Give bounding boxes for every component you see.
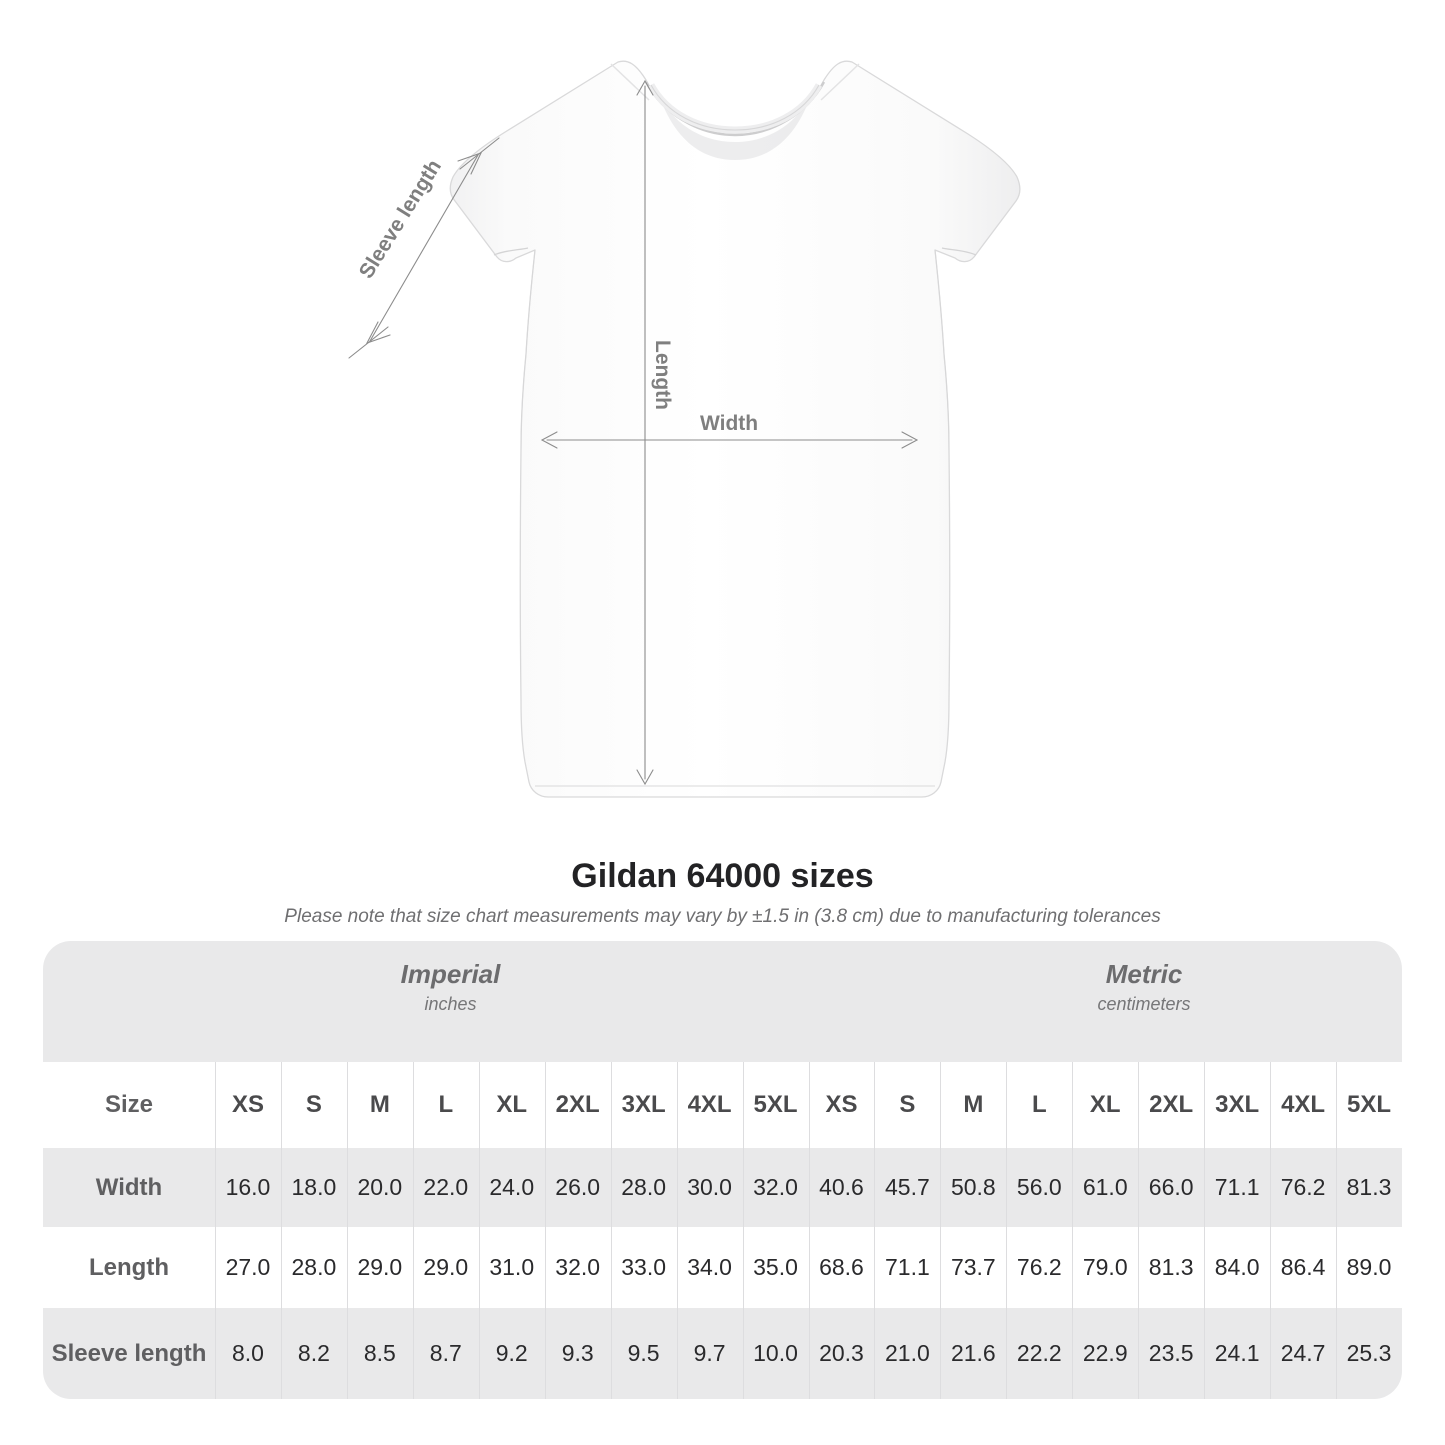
svg-text:Length: Length	[651, 340, 674, 410]
svg-text:Sleeve length: Sleeve length	[355, 156, 446, 283]
svg-text:Width: Width	[700, 412, 758, 435]
